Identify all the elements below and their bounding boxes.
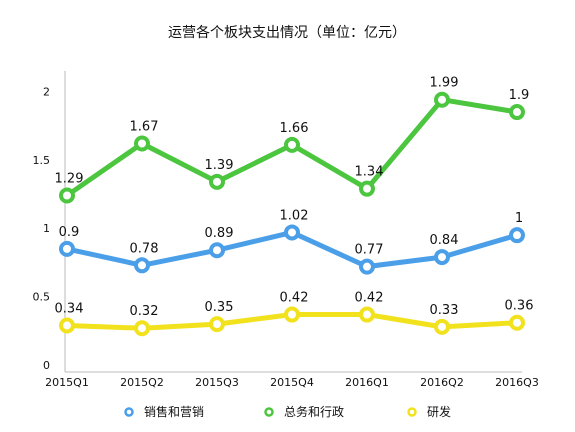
series-3: 0.34 0.32 0.35 0.42 0.42 0.33 0.36 [55,291,534,337]
data-label: 1.67 [130,120,159,135]
data-point [59,240,75,257]
data-label: 1.99 [430,76,459,91]
data-label: 1.29 [55,172,84,187]
x-tick-label: 2015Q2 [120,376,164,389]
data-point [509,314,525,331]
legend-item: 研发 [407,404,451,419]
data-point [134,257,150,274]
legend: 销售和营销 总务和行政 研发 [124,404,451,419]
y-tick-label: 1 [43,222,50,235]
data-point [59,317,75,334]
legend-label: 研发 [427,404,451,419]
data-point [209,242,225,259]
data-point [434,91,450,108]
data-point [359,258,375,275]
data-point [359,180,375,197]
data-label: 0.36 [505,299,534,314]
x-axis-ticks: 2015Q1 2015Q2 2015Q3 2015Q4 2016Q1 2016Q2 2016… [45,376,539,389]
x-tick-label: 2016Q3 [495,376,539,389]
y-tick-label: 2 [43,85,50,98]
data-label: 0.33 [430,303,459,318]
data-label: 0.9 [59,225,80,240]
data-label: 0.89 [205,226,234,241]
data-point [284,136,300,153]
x-tick-label: 2015Q3 [195,376,239,389]
data-label: 1.9 [509,88,530,103]
data-label: 0.78 [130,241,159,256]
data-point [209,316,225,333]
series-1: 0.9 0.78 0.89 1.02 0.77 0.84 1 [59,208,525,275]
data-label: 0.84 [430,233,459,248]
y-tick-label: 1.5 [33,154,51,167]
data-label: 0.77 [355,243,384,258]
x-tick-label: 2016Q2 [420,376,464,389]
y-axis-ticks: 0 0.5 1 1.5 2 [33,85,51,372]
x-tick-label: 2015Q4 [270,376,314,389]
series-layer: 0.9 0.78 0.89 1.02 0.77 0.84 1 1.29 1.67 1.39 1.66… [55,76,534,337]
data-point [209,173,225,190]
data-label: 0.34 [55,301,84,316]
series-2: 1.29 1.67 1.39 1.66 1.34 1.99 1.9 [55,76,530,204]
data-label: 1.34 [355,165,384,180]
y-tick-label: 0.5 [33,291,51,304]
data-label: 0.42 [280,291,309,306]
data-point [284,306,300,323]
legend-label: 总务和行政 [284,404,344,419]
data-label: 1 [515,211,523,226]
data-point [359,306,375,323]
data-label: 1.66 [280,121,309,136]
data-label: 0.32 [130,304,159,319]
legend-marker [407,407,417,417]
data-label: 0.42 [355,291,384,306]
chart-title: 运营各个板块支出情况（单位：亿元） [168,25,406,41]
legend-label: 销售和营销 [144,404,204,419]
legend-item: 总务和行政 [264,404,344,419]
data-point [509,227,525,244]
data-label: 1.02 [280,208,309,223]
legend-item: 销售和营销 [124,404,204,419]
data-point [284,224,300,241]
data-point [134,135,150,152]
data-label: 1.39 [205,158,234,173]
data-label: 0.35 [205,300,234,315]
data-point [134,320,150,337]
data-point [434,318,450,335]
data-point [434,249,450,266]
data-point [59,187,75,204]
x-tick-label: 2016Q1 [345,376,389,389]
data-point [509,104,525,121]
legend-marker [124,407,134,417]
x-tick-label: 2015Q1 [45,376,89,389]
y-tick-label: 0 [43,359,50,372]
legend-marker [264,407,274,417]
